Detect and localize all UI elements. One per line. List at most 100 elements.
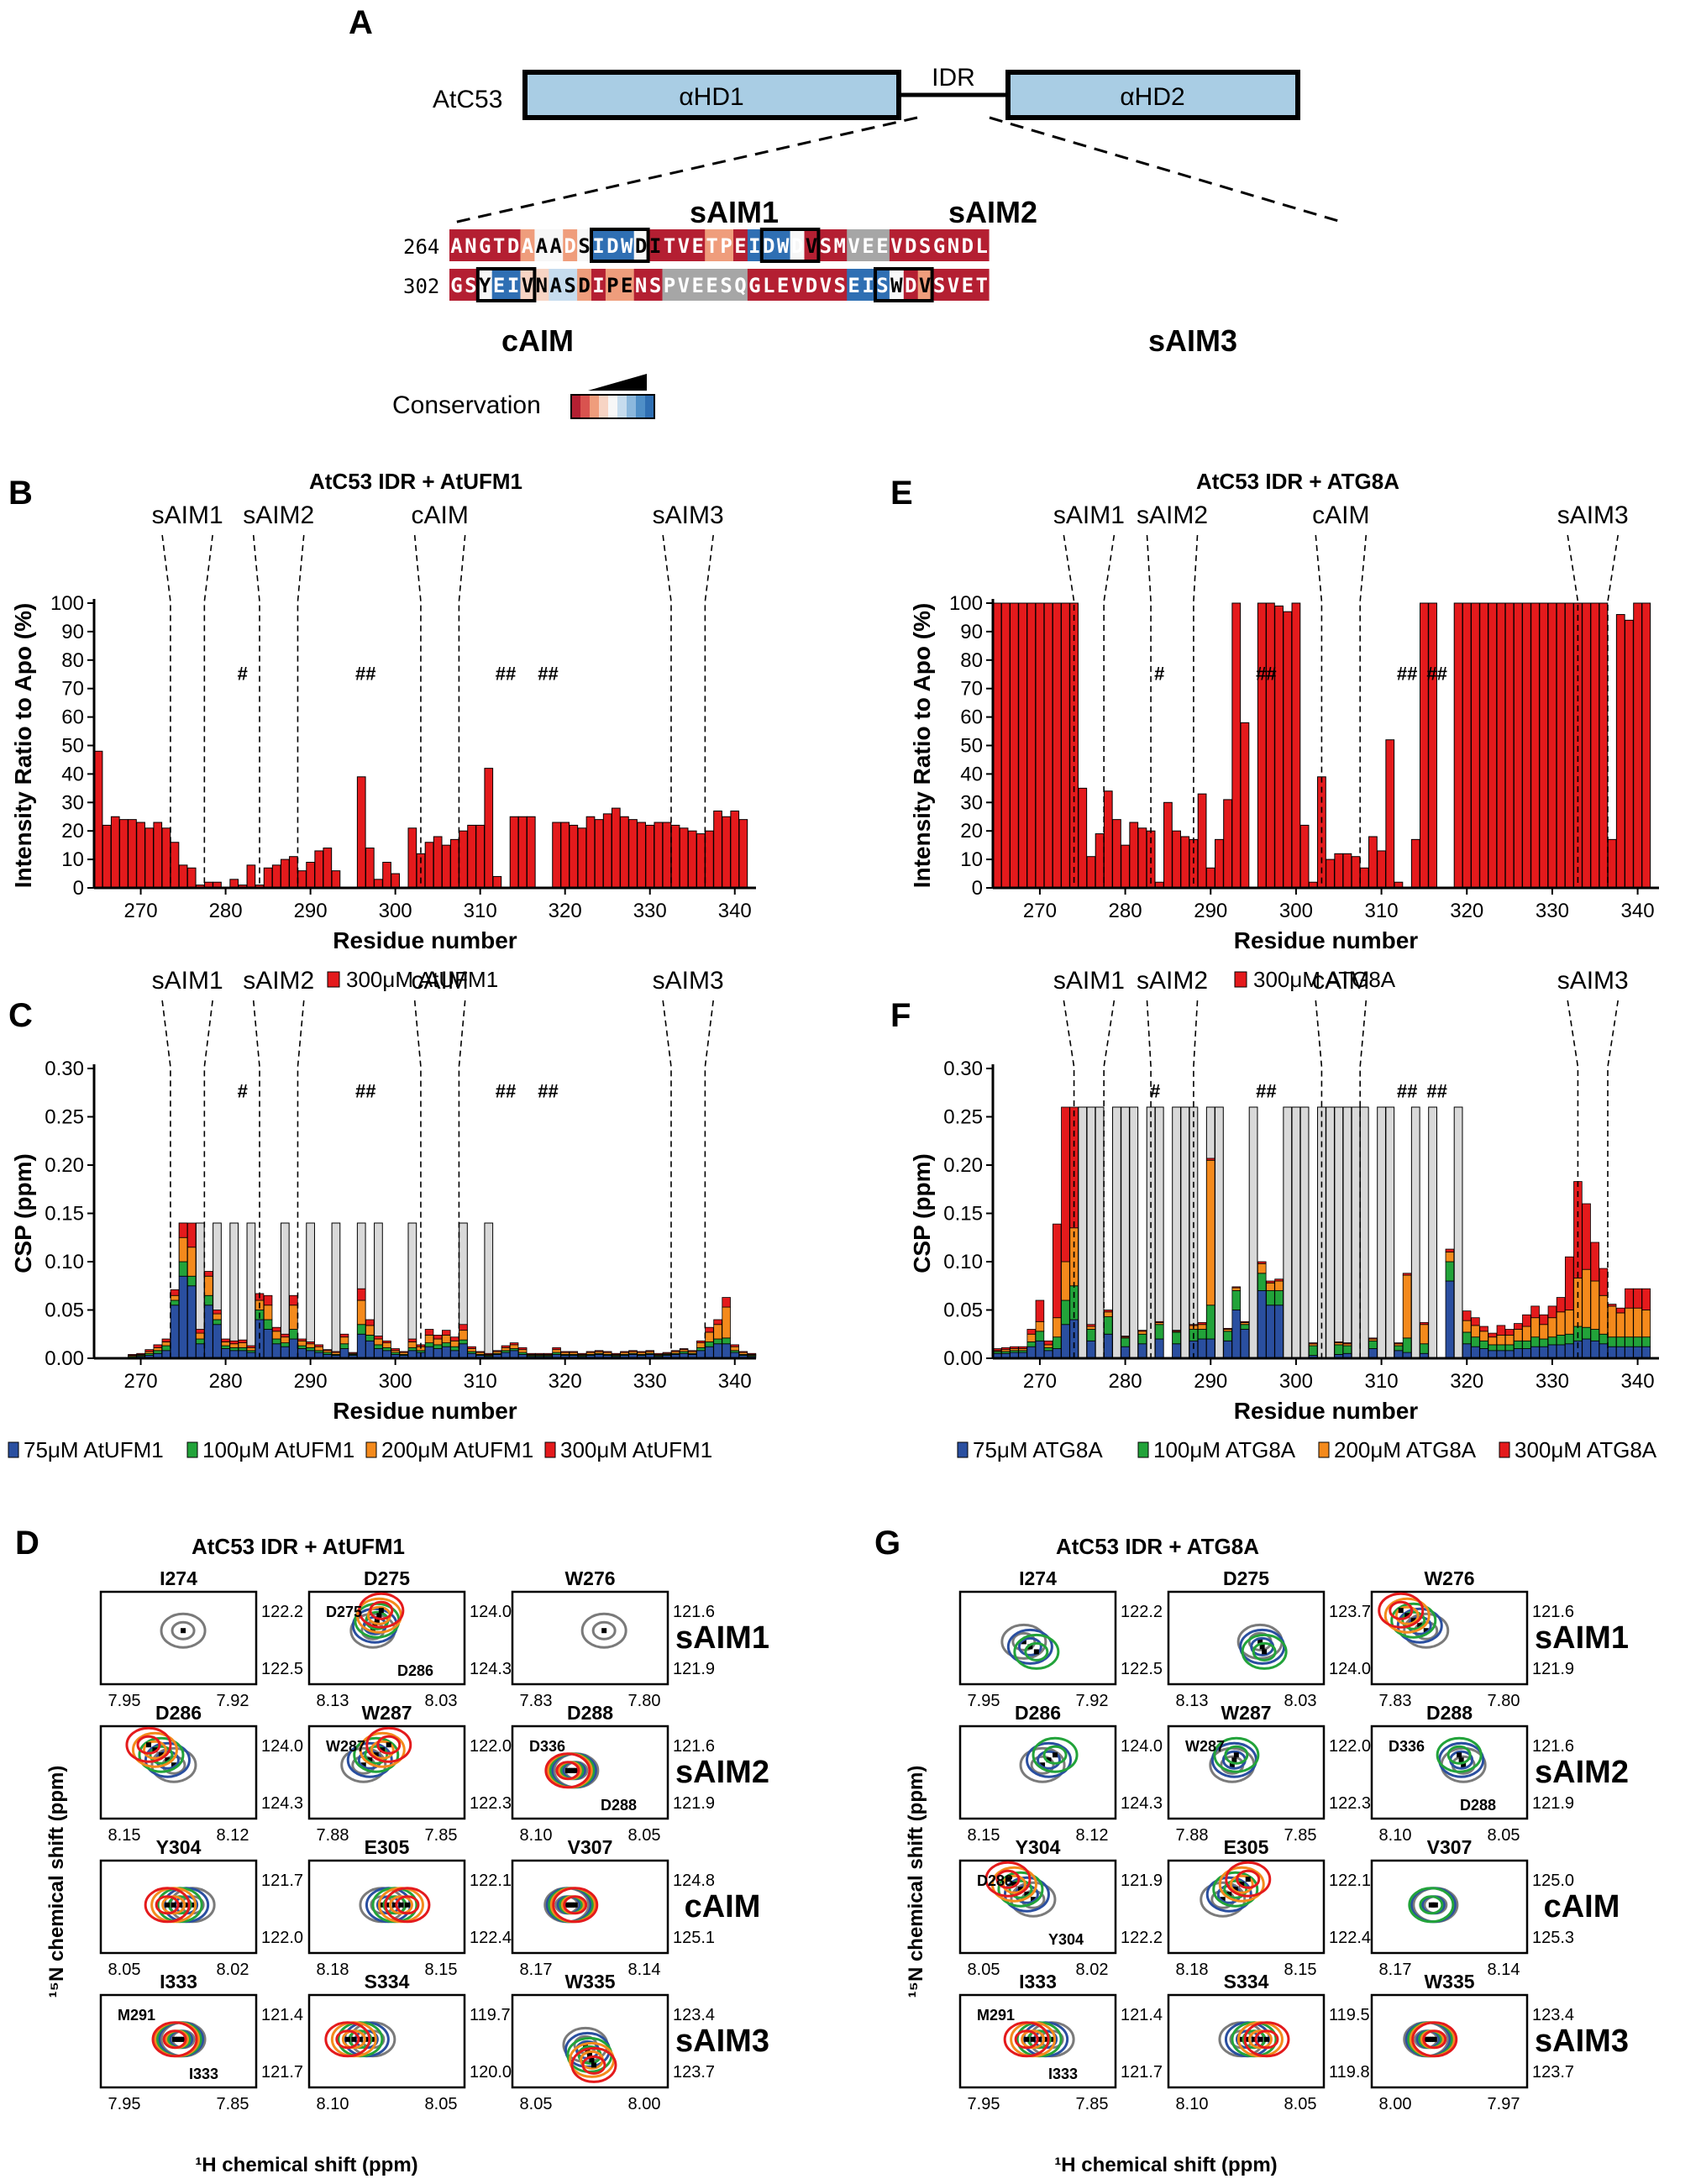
bar-segment bbox=[1496, 1325, 1506, 1336]
residue-letter: E bbox=[493, 274, 505, 297]
gray-bar bbox=[1385, 1106, 1395, 1359]
peak-label: Y304 bbox=[1048, 1931, 1084, 1948]
titration-contour bbox=[369, 1600, 394, 1620]
aim-boundary-right bbox=[458, 1000, 466, 1358]
bar-segment bbox=[356, 1324, 366, 1335]
bar-segment bbox=[136, 1352, 145, 1355]
bar bbox=[1564, 602, 1574, 889]
y-tick-label: 80 bbox=[61, 649, 84, 672]
bar-segment bbox=[492, 1350, 502, 1352]
peak-marker bbox=[1398, 1608, 1404, 1614]
bar-segment bbox=[1137, 1331, 1147, 1335]
bar-segment bbox=[1205, 1338, 1215, 1359]
zoom-line-right bbox=[989, 116, 1345, 224]
titration-contour bbox=[563, 1895, 588, 1915]
residue-letter: D bbox=[962, 234, 974, 258]
peak-marker bbox=[374, 1618, 380, 1624]
titration-contour bbox=[1224, 1745, 1249, 1765]
bar-segment bbox=[229, 1343, 239, 1348]
titration-contour bbox=[161, 1895, 186, 1915]
bar-segment bbox=[1479, 1340, 1488, 1349]
residue-cell bbox=[832, 229, 848, 261]
scale-swatch bbox=[645, 395, 655, 418]
bar-segment bbox=[433, 1338, 443, 1346]
scale-swatch bbox=[571, 395, 581, 418]
gray-bar bbox=[1086, 1106, 1096, 1359]
titration-contour bbox=[384, 1887, 431, 1924]
bar bbox=[654, 822, 664, 889]
unassigned-marker: ## bbox=[355, 1081, 375, 1102]
bar-segment bbox=[450, 1336, 459, 1341]
unassigned-marker: ## bbox=[538, 664, 558, 685]
x-tick-label: 8.05 bbox=[968, 1961, 1000, 1979]
bar-segment bbox=[382, 1347, 391, 1352]
panel-a: A AtC53 αHD1 IDR αHD2 264 A N G T D A A A D S I D W D I… bbox=[349, 4, 1345, 419]
peak-marker bbox=[1027, 1644, 1033, 1650]
contour-group bbox=[543, 1887, 599, 1924]
peak-marker bbox=[351, 2036, 357, 2042]
bar bbox=[1641, 602, 1651, 889]
bar bbox=[1607, 838, 1617, 889]
gray-bar bbox=[1248, 1106, 1258, 1359]
bar bbox=[297, 870, 307, 889]
peak-marker bbox=[1229, 1762, 1235, 1768]
gray-bar bbox=[1351, 1106, 1361, 1359]
gray-bar bbox=[1410, 1106, 1420, 1359]
spectrum-w287: W287 7.88 7.85 122.0 122.3 W287 bbox=[1167, 1702, 1371, 1845]
bar-segment bbox=[1420, 1343, 1429, 1354]
row-label: sAIM1 bbox=[675, 1620, 769, 1656]
contour-group bbox=[359, 1887, 431, 1924]
bar-segment bbox=[1547, 1317, 1557, 1338]
spectrum-frame bbox=[1167, 1590, 1326, 1686]
y-tick-label: 0 bbox=[73, 877, 84, 900]
bar bbox=[382, 861, 391, 889]
x-tick-label: 270 bbox=[124, 900, 158, 922]
bar-segment bbox=[509, 1342, 519, 1346]
titration-contour bbox=[1229, 1874, 1254, 1894]
bar-segment bbox=[1137, 1333, 1147, 1345]
bar bbox=[738, 819, 748, 889]
titration-contour bbox=[552, 1887, 599, 1924]
bar bbox=[1615, 614, 1625, 889]
bar-segment bbox=[1445, 1261, 1455, 1282]
bar-segment bbox=[1582, 1203, 1591, 1270]
spectrum-title: I274 bbox=[1019, 1567, 1057, 1589]
bar-segment bbox=[339, 1343, 349, 1349]
x-tick-label: 7.83 bbox=[520, 1692, 553, 1710]
bar bbox=[1274, 605, 1284, 889]
bar-segment bbox=[1420, 1324, 1429, 1345]
bar-segment bbox=[1257, 1263, 1267, 1274]
residue-letter: V bbox=[848, 234, 859, 258]
peak-marker bbox=[357, 2036, 363, 2042]
titration-contour bbox=[555, 1761, 580, 1781]
titration-contour bbox=[1390, 1602, 1437, 1639]
domain-ahd2-label: αHD2 bbox=[1120, 83, 1184, 111]
spectrum-title: S334 bbox=[365, 1971, 410, 1992]
bar bbox=[161, 827, 171, 889]
residue-cell bbox=[605, 229, 621, 261]
residue-letter: G bbox=[450, 274, 462, 297]
residue-cell bbox=[477, 229, 493, 261]
bar bbox=[246, 864, 256, 889]
x-tick-label: 280 bbox=[1109, 1370, 1142, 1393]
bar bbox=[670, 824, 680, 889]
bar bbox=[713, 810, 722, 889]
bar-segment bbox=[314, 1344, 323, 1347]
gray-bar bbox=[1359, 1106, 1369, 1359]
residue-letter: E bbox=[621, 274, 633, 297]
y-tick-label: 0.10 bbox=[943, 1251, 983, 1273]
residue-letter: T bbox=[706, 234, 717, 258]
bar bbox=[1061, 602, 1070, 889]
x-tick-label: 8.15 bbox=[425, 1961, 458, 1979]
bar-segment bbox=[221, 1348, 230, 1359]
bar bbox=[730, 810, 740, 889]
bar-segment bbox=[1504, 1329, 1515, 1336]
spectrum-title: D275 bbox=[1223, 1567, 1269, 1589]
peak-marker bbox=[1021, 1639, 1026, 1645]
bar bbox=[1052, 602, 1062, 889]
bar-segment bbox=[1197, 1322, 1207, 1326]
bar-segment bbox=[687, 1350, 697, 1352]
contour-group bbox=[125, 1726, 197, 1783]
panel-letter-c: C bbox=[8, 997, 33, 1034]
bar-segment bbox=[713, 1343, 722, 1359]
